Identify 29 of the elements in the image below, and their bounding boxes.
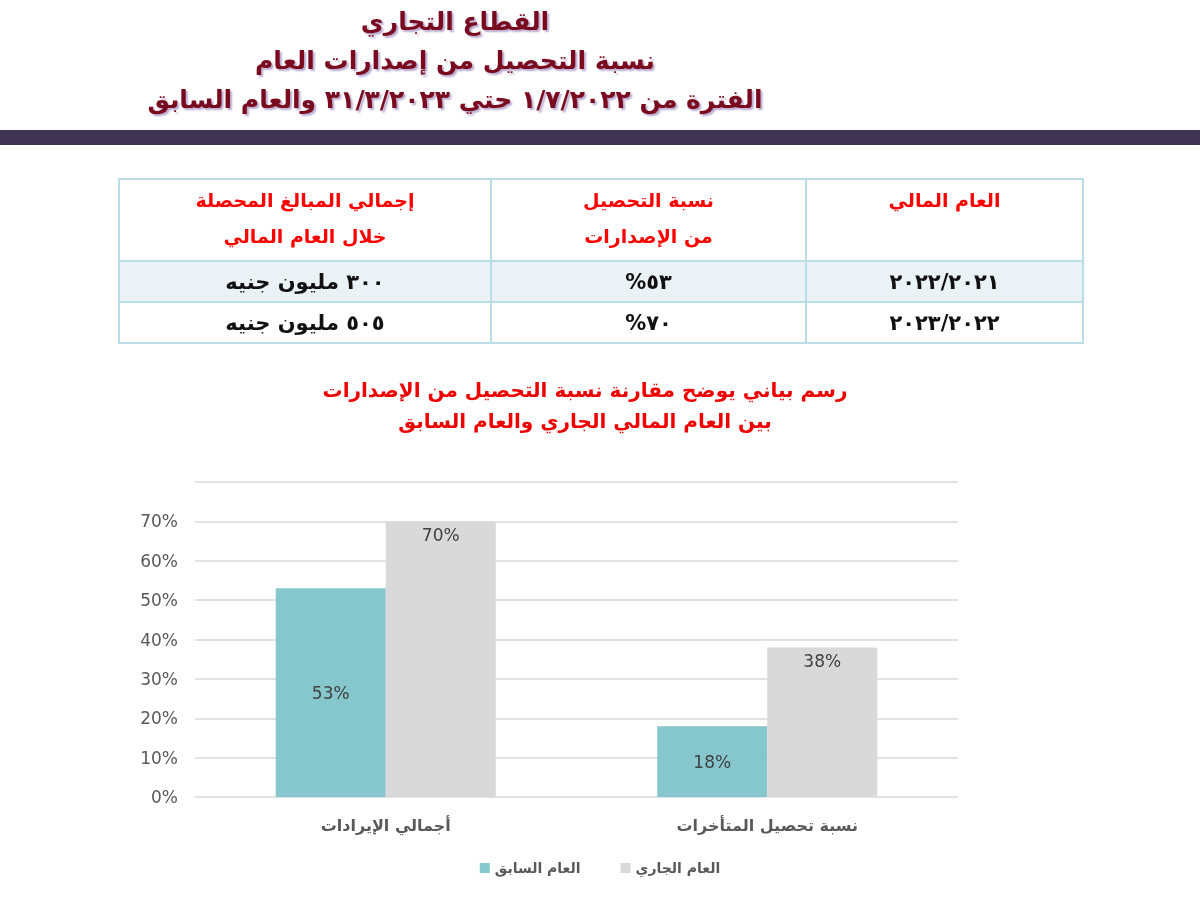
text: ٣٠٠ مليون جنيه [119,261,491,302]
y-tick-label: 40% [140,629,178,650]
legend-label: العام الجاري [635,860,721,878]
chart-title: رسم بياني يوضح مقارنة نسبة التحصيل من الإصدارات بين العام المالي الجاري والعام السابق [322,377,848,434]
y-tick-label: 0% [151,787,178,807]
bar [657,726,768,797]
bar [275,588,386,797]
y-tick-label: 50% [140,590,178,611]
category-label: العام المالي [806,179,1083,261]
y-tick-label: 60% [140,550,178,571]
y-tick-label: 20% [140,708,178,729]
data-label: 38% [803,650,842,671]
data-label: 18% [693,751,732,772]
x-tick-label: نسبة تحصيل المتأخرات [676,814,859,835]
category-label: إجمالي المبالغ المحصلة خلال العام المالي [119,179,491,261]
text: ٧٠% [491,302,806,343]
text: ٥٣% [491,261,806,302]
text: القطاع التجاري نسبة التحصيل من إصدارات العام الفترة من ١/٧/٢٠٢٢ حتي ٣١/٣/٢٠٢٣ والعام السابق [146,6,764,117]
data-label: 53% [311,682,350,703]
data-label: 70% [421,524,460,545]
category-label: نسبة التحصيل من الإصدارات [491,179,806,261]
text: ٢٠٢٢/٢٠٢١ [806,261,1083,302]
y-tick-label: 10% [140,747,178,768]
y-tick-label: 70% [140,511,178,532]
text: ٢٠٢٣/٢٠٢٢ [806,302,1083,343]
text: ٥٠٥ مليون جنيه [119,302,491,343]
legend-label: العام السابق [494,860,581,877]
y-tick-label: 30% [140,668,178,689]
x-tick-label: أجمالي الإيرادات [320,814,451,836]
